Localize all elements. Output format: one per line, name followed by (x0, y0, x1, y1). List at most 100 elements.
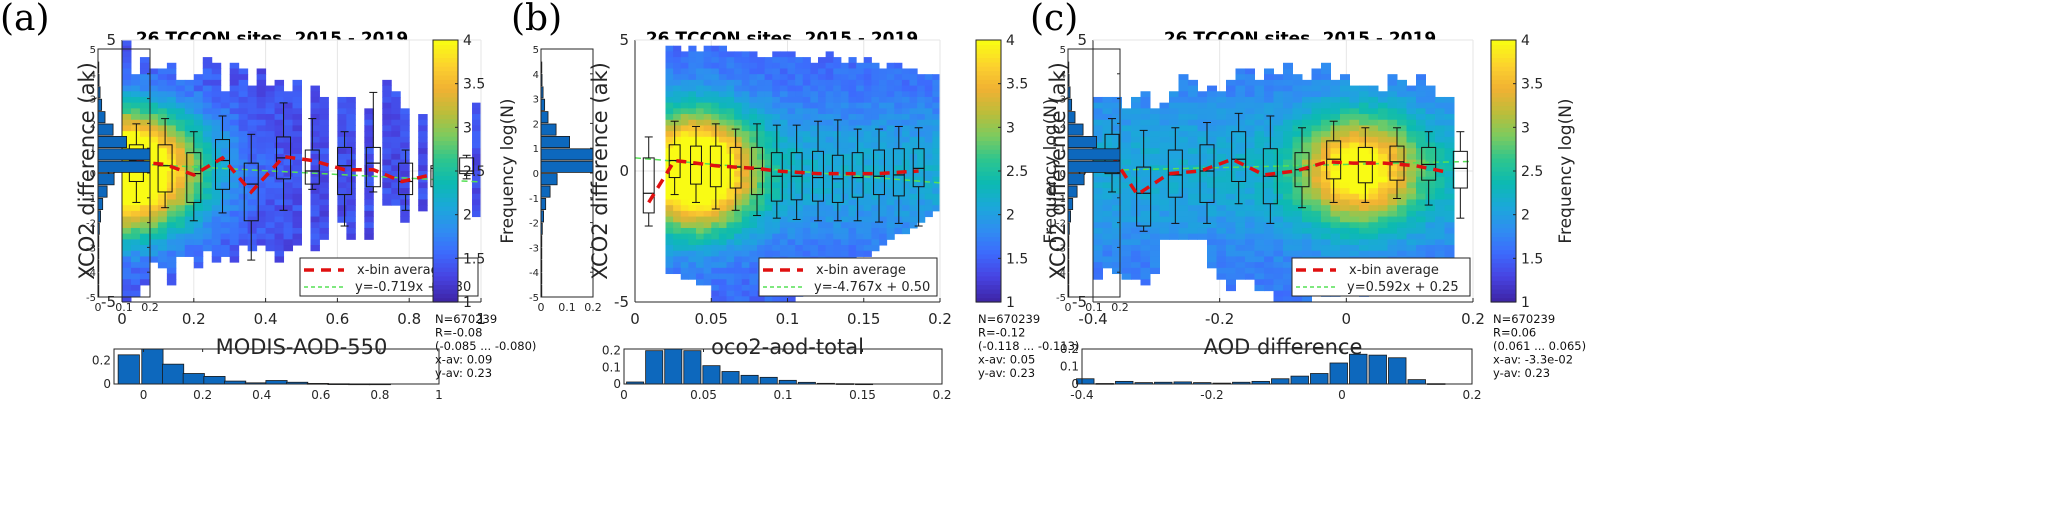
heatmap-cell (696, 273, 705, 280)
heatmap-cell (1102, 227, 1113, 235)
heatmap-cell (1292, 245, 1303, 252)
heatmap-cell (863, 193, 872, 200)
heatmap-cell (932, 142, 941, 149)
heatmap-cell (247, 227, 258, 235)
heatmap-cell (1226, 153, 1236, 161)
heatmap-cell (1245, 262, 1255, 269)
heatmap-cell (139, 119, 150, 126)
heatmap-cell (1169, 153, 1179, 161)
heatmap-cell (122, 210, 132, 218)
heatmap-cell (122, 131, 132, 138)
heatmap-cell (1207, 256, 1217, 263)
heatmap-cell (779, 125, 789, 132)
heatmap-cell (184, 153, 195, 161)
heatmap-cell (787, 57, 796, 64)
heatmap-cell (122, 102, 132, 109)
heatmap-cell (472, 136, 482, 144)
heatmap-cell (741, 227, 750, 235)
x-tick-label: 0.2 (182, 310, 206, 328)
heatmap-cell (917, 210, 926, 218)
colorbar-segment (1491, 44, 1516, 50)
heatmap-cell (1169, 233, 1179, 240)
heatmap-cell (202, 153, 213, 161)
heatmap-cell (1349, 233, 1360, 240)
heatmap-cell (1121, 165, 1132, 172)
heatmap-cell (157, 96, 168, 104)
heatmap-cell (871, 79, 880, 87)
heatmap-cell (680, 102, 689, 109)
heatmap-cell (909, 131, 918, 138)
heatmap-cell (346, 216, 356, 223)
heatmap-cell (337, 210, 347, 218)
heatmap-cell (1283, 216, 1293, 223)
heatmap-cell (673, 216, 682, 223)
heatmap-cell (863, 74, 872, 81)
heatmap-cell (1235, 131, 1246, 138)
x-histogram: 00.10.2-0.4 -0.2 0 0.2 (1060, 342, 1482, 402)
heatmap-cell (1273, 165, 1284, 172)
heatmap-cell (894, 182, 903, 189)
heatmap-cell (749, 262, 758, 269)
heatmap-cell (1140, 245, 1151, 252)
heatmap-cell (879, 165, 888, 172)
heatmap-cell (157, 205, 168, 212)
heatmap-cell (157, 239, 168, 246)
heatmap-cell (1292, 148, 1303, 155)
colorbar-segment (433, 201, 458, 207)
heatmap-cell (1235, 102, 1246, 109)
heatmap-cell (184, 210, 195, 218)
colorbar-segment (1491, 262, 1516, 268)
heatmap-cell (220, 227, 231, 235)
heatmap-cell (810, 142, 819, 149)
heatmap-cell (1330, 119, 1341, 126)
heatmap-cell (1102, 96, 1113, 104)
heatmap-cell (157, 256, 168, 263)
heatmap-cell (871, 131, 880, 138)
heatmap-cell (1416, 125, 1426, 132)
heatmap-cell (795, 239, 804, 246)
box-plot (770, 124, 783, 219)
colorbar-segment (433, 70, 458, 76)
heatmap-cell (1416, 96, 1426, 104)
heatmap-cell (810, 199, 819, 206)
heatmap-cell (909, 193, 918, 200)
heatmap-cell (1207, 153, 1217, 161)
heatmap-cell (256, 222, 267, 229)
x-histogram-bar (702, 365, 721, 385)
heatmap-cell (1273, 233, 1284, 240)
heatmap-cell (932, 159, 941, 166)
heatmap-cell (1169, 199, 1179, 206)
heatmap-cell (1378, 210, 1388, 218)
heatmap-cell (211, 227, 222, 235)
heatmap-cell (1340, 245, 1350, 252)
heatmap-cell (283, 102, 294, 109)
heatmap-cell (391, 193, 401, 200)
heatmap-cell (1406, 216, 1417, 223)
box-iqr (751, 146, 763, 196)
heatmap-cell (917, 216, 926, 223)
heatmap-cell (802, 205, 811, 212)
heatmap-cell (319, 188, 329, 195)
heatmap-cell (1283, 159, 1293, 166)
heatmap-cell (148, 227, 159, 235)
heatmap-cell (1188, 205, 1198, 212)
heatmap-cell (139, 114, 150, 121)
heatmap-cell (1159, 114, 1170, 121)
heatmap-cell (310, 153, 320, 161)
heatmap-cell (1245, 199, 1255, 206)
heatmap-cell (1311, 108, 1322, 115)
heatmap-cell (772, 199, 781, 206)
heatmap-cell (741, 171, 750, 178)
heatmap-cell (1254, 267, 1265, 275)
colorbar-segment (976, 118, 1001, 124)
heatmap-cell (1311, 114, 1322, 121)
heatmap-cell (741, 290, 750, 297)
heatmap-cell (175, 245, 186, 252)
heatmap-cell (1131, 136, 1141, 144)
heatmap-cell (825, 96, 834, 104)
x-histogram-y-tick-label: 0.1 (602, 360, 621, 374)
heatmap-cell (382, 131, 392, 138)
heatmap-cell (1235, 267, 1246, 275)
heatmap-cell (211, 96, 222, 104)
